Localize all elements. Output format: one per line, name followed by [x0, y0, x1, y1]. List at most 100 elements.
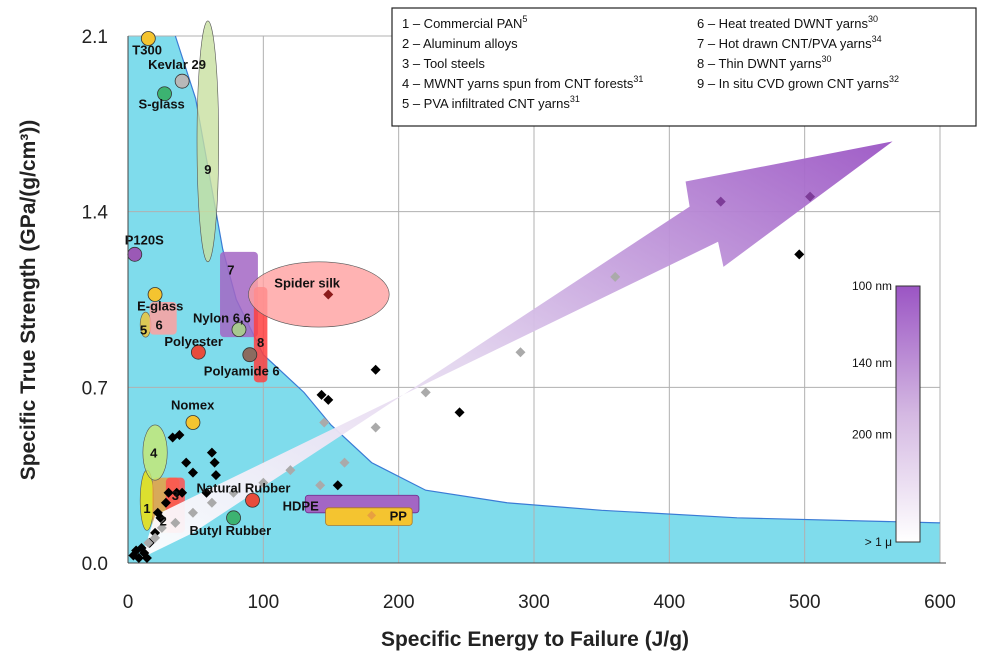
legend-entry: 8 – Thin DWNT yarns30 — [697, 54, 832, 71]
y-tick-label: 0.0 — [82, 554, 108, 575]
material-label: Nylon 6,6 — [193, 311, 251, 326]
material-label: PP — [390, 508, 408, 523]
data-point — [187, 467, 198, 478]
legend-entry: 7 – Hot drawn CNT/PVA yarns34 — [697, 34, 882, 51]
scale-label: > 1 μ — [865, 535, 892, 549]
region-7 — [220, 251, 258, 338]
data-point — [201, 487, 212, 498]
x-tick-label: 400 — [653, 592, 685, 613]
data-point — [210, 470, 221, 481]
data-point — [150, 527, 161, 538]
data-point — [171, 487, 182, 498]
data-point — [339, 457, 350, 468]
material-marker — [226, 510, 241, 526]
legend: 1 – Commercial PAN5 2 – Aluminum alloys 3 … — [391, 7, 977, 127]
region-number: 9 — [204, 162, 211, 177]
region-silk — [248, 261, 390, 328]
pp-marker — [367, 510, 377, 520]
legend-superscript: 32 — [889, 74, 899, 84]
legend-superscript: 34 — [872, 34, 882, 44]
x-tick-label: 0 — [123, 592, 134, 613]
material-label: P120S — [125, 232, 164, 247]
data-point — [323, 394, 334, 405]
material-label: Butyl Rubber — [190, 523, 272, 538]
scale-label: 200 nm — [852, 427, 892, 441]
y-axis-label: Specific True Strength (GPa/(g/cm³)) — [17, 120, 40, 481]
region-number: 4 — [150, 446, 158, 461]
data-point — [370, 422, 381, 433]
material-marker — [157, 86, 172, 102]
y-tick-label: 1.4 — [82, 203, 109, 224]
data-point — [174, 430, 185, 441]
data-point — [155, 512, 166, 523]
legend-entry: 2 – Aluminum alloys — [402, 36, 518, 51]
data-point — [150, 532, 161, 543]
legend-entry: 4 – MWNT yarns spun from CNT forests31 — [402, 74, 643, 91]
data-point — [141, 552, 152, 563]
scale-bar: 100 nm 140 nm 200 nm > 1 μ — [852, 279, 921, 549]
x-tick-label: 500 — [789, 592, 821, 613]
material-label: Polyamide 6 — [204, 364, 280, 379]
x-tick-label: 600 — [924, 592, 956, 613]
region-number: 8 — [257, 335, 264, 350]
material-marker — [127, 246, 143, 262]
legend-superscript: 30 — [868, 14, 878, 24]
data-point — [170, 517, 181, 528]
data-point — [206, 497, 217, 508]
data-point — [163, 487, 174, 498]
data-point — [715, 196, 726, 207]
data-point — [258, 477, 269, 488]
x-tick-label: 300 — [518, 592, 550, 613]
material-marker — [185, 415, 201, 430]
data-point — [319, 417, 330, 428]
material-marker — [231, 322, 247, 338]
data-point — [156, 522, 167, 533]
data-point — [515, 347, 526, 358]
data-point — [160, 497, 171, 508]
data-point — [332, 480, 343, 491]
material-marker — [245, 492, 260, 508]
material-label: S-glass — [139, 97, 185, 112]
region-number: 1 — [143, 501, 150, 516]
data-point — [133, 552, 144, 563]
legend-entry: 9 – In situ CVD grown CNT yarns32 — [697, 74, 899, 91]
region-4 — [142, 424, 168, 481]
material-marker — [242, 347, 258, 363]
data-point — [177, 487, 188, 498]
material-label: Natural Rubber — [197, 480, 291, 495]
material-label: Kevlar 29 — [148, 57, 206, 72]
data-point — [228, 487, 239, 498]
material-label: E-glass — [137, 298, 183, 313]
data-point — [316, 389, 327, 400]
data-point — [794, 249, 805, 260]
region-number: 7 — [227, 262, 234, 277]
region-number: 2 — [160, 513, 167, 528]
material-label: T300 — [132, 43, 162, 58]
scale-label: 140 nm — [852, 356, 892, 370]
x-axis-label: Specific Energy to Failure (J/g) — [381, 628, 689, 651]
legend-box — [391, 7, 977, 127]
legend-superscript: 31 — [570, 94, 580, 104]
data-point — [209, 457, 220, 468]
scale-label: 100 nm — [852, 279, 892, 293]
spider-silk-marker — [323, 289, 334, 300]
legend-entry: 3 – Tool steels — [402, 56, 485, 71]
legend-superscript: 31 — [633, 74, 643, 84]
legend-superscript: 30 — [822, 54, 832, 64]
material-marker — [174, 73, 190, 89]
legend-entry: 5 – PVA infiltrated CNT yarns31 — [402, 94, 580, 111]
region-number: 5 — [140, 323, 147, 338]
region-9 — [196, 20, 219, 263]
material-label: HDPE — [283, 498, 319, 513]
material-marker — [147, 287, 163, 302]
tick-labels: 0 100 200 300 400 500 600 0.0 0.7 1.4 2.1 — [82, 27, 956, 613]
scale-gradient — [895, 285, 921, 543]
legend-entry: 6 – Heat treated DWNT yarns30 — [697, 14, 878, 31]
data-points — [128, 191, 816, 563]
region-number: 6 — [156, 318, 163, 333]
material-label: Nomex — [171, 397, 215, 412]
material-marker — [140, 31, 156, 46]
region-6 — [149, 302, 177, 335]
material-label: Polyester — [164, 334, 223, 349]
